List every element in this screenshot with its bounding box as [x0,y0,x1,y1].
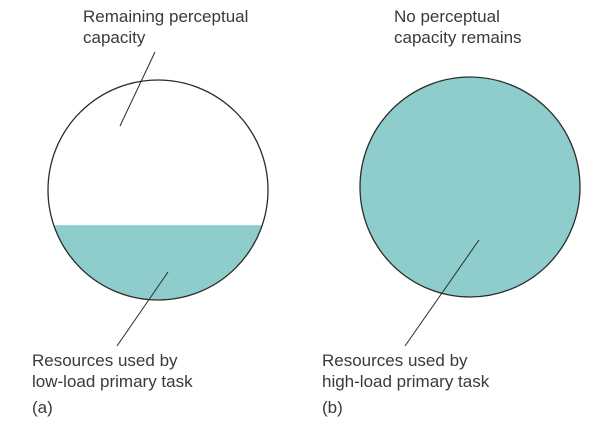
leader-line-used-b [404,239,480,347]
no-capacity-label-b-line2: capacity remains [394,28,522,47]
leader-line-remaining-a [119,51,156,127]
used-resources-label-a-line1: Resources used by [32,351,178,370]
remaining-capacity-label-a: Remaining perceptual capacity [83,7,253,47]
remaining-capacity-label-a-line1: Remaining perceptual [83,7,248,26]
panel-letter-a: (a) [32,398,53,417]
no-capacity-label-b-line1: No perceptual [394,7,500,26]
used-resources-label-b-line1: Resources used by [322,351,468,370]
panel-letter-b: (b) [322,398,343,417]
used-resources-label-b: Resources used by high-load primary task [322,351,490,391]
used-resources-label-a: Resources used by low-load primary task [32,351,193,391]
panel-a: Remaining perceptual capacity Resources … [32,7,269,417]
no-capacity-label-b: No perceptual capacity remains [394,7,522,47]
used-resources-label-b-line2: high-load primary task [322,372,490,391]
remaining-capacity-label-a-line2: capacity [83,28,146,47]
leader-line-used-a [116,271,169,347]
capacity-circle-a-outline [47,79,269,301]
panel-b: No perceptual capacity remains Resources… [322,7,581,417]
used-resources-label-a-line2: low-load primary task [32,372,193,391]
capacity-circle-b [359,76,581,298]
